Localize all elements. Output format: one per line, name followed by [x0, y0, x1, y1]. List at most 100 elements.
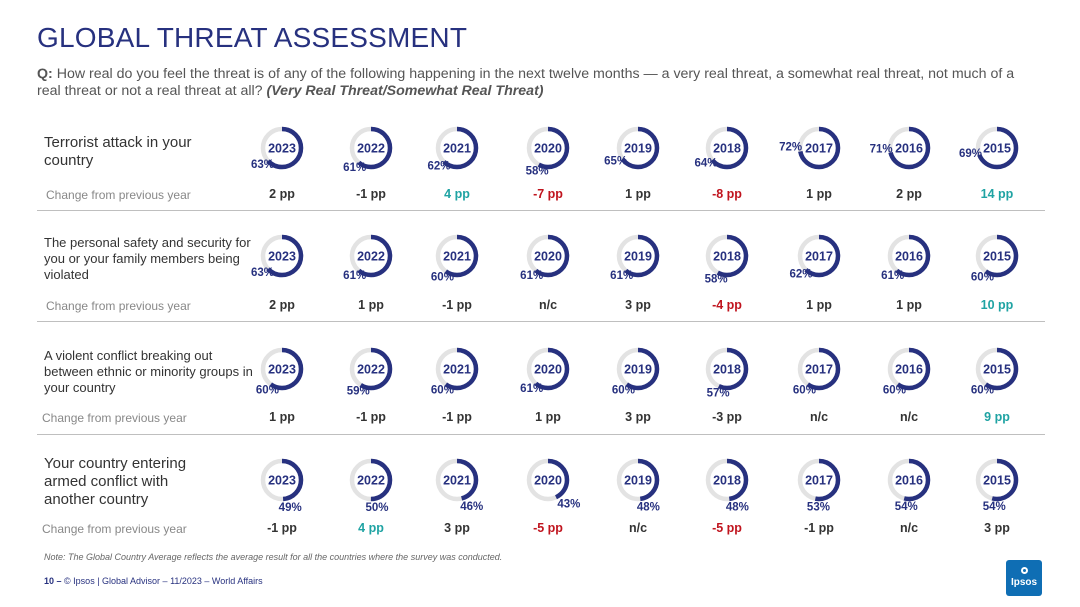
donut-arc [975, 234, 1019, 278]
donut-arc [435, 234, 479, 278]
change-value: 4 pp [358, 521, 384, 535]
value-label: 60% [971, 384, 994, 396]
donut: 2019 [616, 234, 660, 278]
donut: 2015 [975, 234, 1019, 278]
year-label: 2017 [805, 363, 833, 377]
page-number: 10 – [44, 576, 62, 586]
donut: 2017 [797, 347, 841, 391]
donut: 2020 [526, 347, 570, 391]
value-label: 54% [895, 501, 918, 513]
value-label: 61% [610, 270, 633, 282]
donut-arc [705, 458, 749, 502]
page-title: GLOBAL THREAT ASSESSMENT [37, 22, 468, 53]
value-label: 62% [790, 269, 813, 281]
donut: 2022 [349, 458, 393, 502]
donut-arc [349, 458, 393, 502]
question-text: Q: How real do you feel the threat is of… [37, 66, 1037, 100]
value-label: 72% [779, 142, 802, 154]
footer-text: © Ipsos | Global Advisor – 11/2023 – Wor… [64, 576, 263, 586]
value-label: 69% [959, 148, 982, 160]
donut-arc [975, 347, 1019, 391]
year-label: 2021 [443, 474, 471, 488]
year-label: 2015 [983, 474, 1011, 488]
change-value: 9 pp [984, 410, 1010, 424]
donut-arc [797, 347, 841, 391]
donut-arc [435, 347, 479, 391]
change-value: 3 pp [625, 298, 651, 312]
year-label: 2018 [713, 363, 741, 377]
donut-arc [349, 126, 393, 170]
change-value: 10 pp [980, 298, 1014, 312]
donut: 2018 [705, 234, 749, 278]
year-label: 2023 [268, 250, 296, 264]
donut: 2015 [975, 347, 1019, 391]
donut: 2020 [526, 234, 570, 278]
year-label: 2016 [895, 363, 923, 377]
value-label: 62% [428, 161, 451, 173]
change-value: -5 pp [712, 521, 742, 535]
change-value: 1 pp [806, 298, 832, 312]
donut: 2019 [616, 458, 660, 502]
value-label: 61% [520, 383, 543, 395]
donut-arc [260, 234, 304, 278]
value-label: 60% [431, 384, 454, 396]
year-label: 2019 [624, 474, 652, 488]
donut: 2016 [887, 234, 931, 278]
donut-arc [797, 126, 841, 170]
donut: 2023 [260, 458, 304, 502]
value-label: 65% [604, 156, 627, 168]
change-value: -3 pp [712, 410, 742, 424]
change-value: 1 pp [358, 298, 384, 312]
donut-arc [616, 126, 660, 170]
change-value: -1 pp [356, 187, 386, 201]
donut-arc [975, 458, 1019, 502]
donut: 2019 [616, 347, 660, 391]
change-value: -1 pp [356, 410, 386, 424]
change-value: -1 pp [804, 521, 834, 535]
year-label: 2022 [357, 474, 385, 488]
year-label: 2023 [268, 363, 296, 377]
donut-arc [526, 126, 570, 170]
donut-arc [887, 347, 931, 391]
year-label: 2015 [983, 250, 1011, 264]
change-label: Change from previous year [42, 522, 187, 536]
logo-text: Ipsos [1010, 577, 1038, 588]
change-value: n/c [899, 410, 919, 424]
value-label: 61% [343, 270, 366, 282]
donut: 2023 [260, 347, 304, 391]
year-label: 2018 [713, 250, 741, 264]
donut: 2021 [435, 126, 479, 170]
value-label: 60% [612, 384, 635, 396]
donut-arc [349, 234, 393, 278]
row-label: Your country entering armed conflict wit… [44, 455, 187, 508]
value-label: 50% [365, 502, 388, 514]
change-value: 1 pp [896, 298, 922, 312]
donut: 2022 [349, 234, 393, 278]
year-label: 2019 [624, 363, 652, 377]
year-label: 2017 [805, 250, 833, 264]
donut: 2023 [260, 126, 304, 170]
donut-arc [705, 347, 749, 391]
donut-arc [526, 347, 570, 391]
donut: 2017 [797, 126, 841, 170]
change-value: 2 pp [269, 298, 295, 312]
donut: 2022 [349, 347, 393, 391]
donut: 2017 [797, 234, 841, 278]
donut-arc [705, 234, 749, 278]
change-value: 1 pp [269, 410, 295, 424]
year-label: 2021 [443, 142, 471, 156]
footer: 10 – © Ipsos | Global Advisor – 11/2023 … [44, 576, 263, 586]
value-label: 63% [251, 159, 274, 171]
year-label: 2016 [895, 474, 923, 488]
change-value: n/c [628, 521, 648, 535]
value-label: 57% [707, 388, 730, 400]
change-value: 3 pp [984, 521, 1010, 535]
year-label: 2022 [357, 363, 385, 377]
year-label: 2020 [534, 142, 562, 156]
change-value: 1 pp [806, 187, 832, 201]
donut-arc [975, 126, 1019, 170]
change-value: -1 pp [442, 298, 472, 312]
change-value: n/c [538, 298, 558, 312]
donut-arc [887, 458, 931, 502]
year-label: 2020 [534, 474, 562, 488]
